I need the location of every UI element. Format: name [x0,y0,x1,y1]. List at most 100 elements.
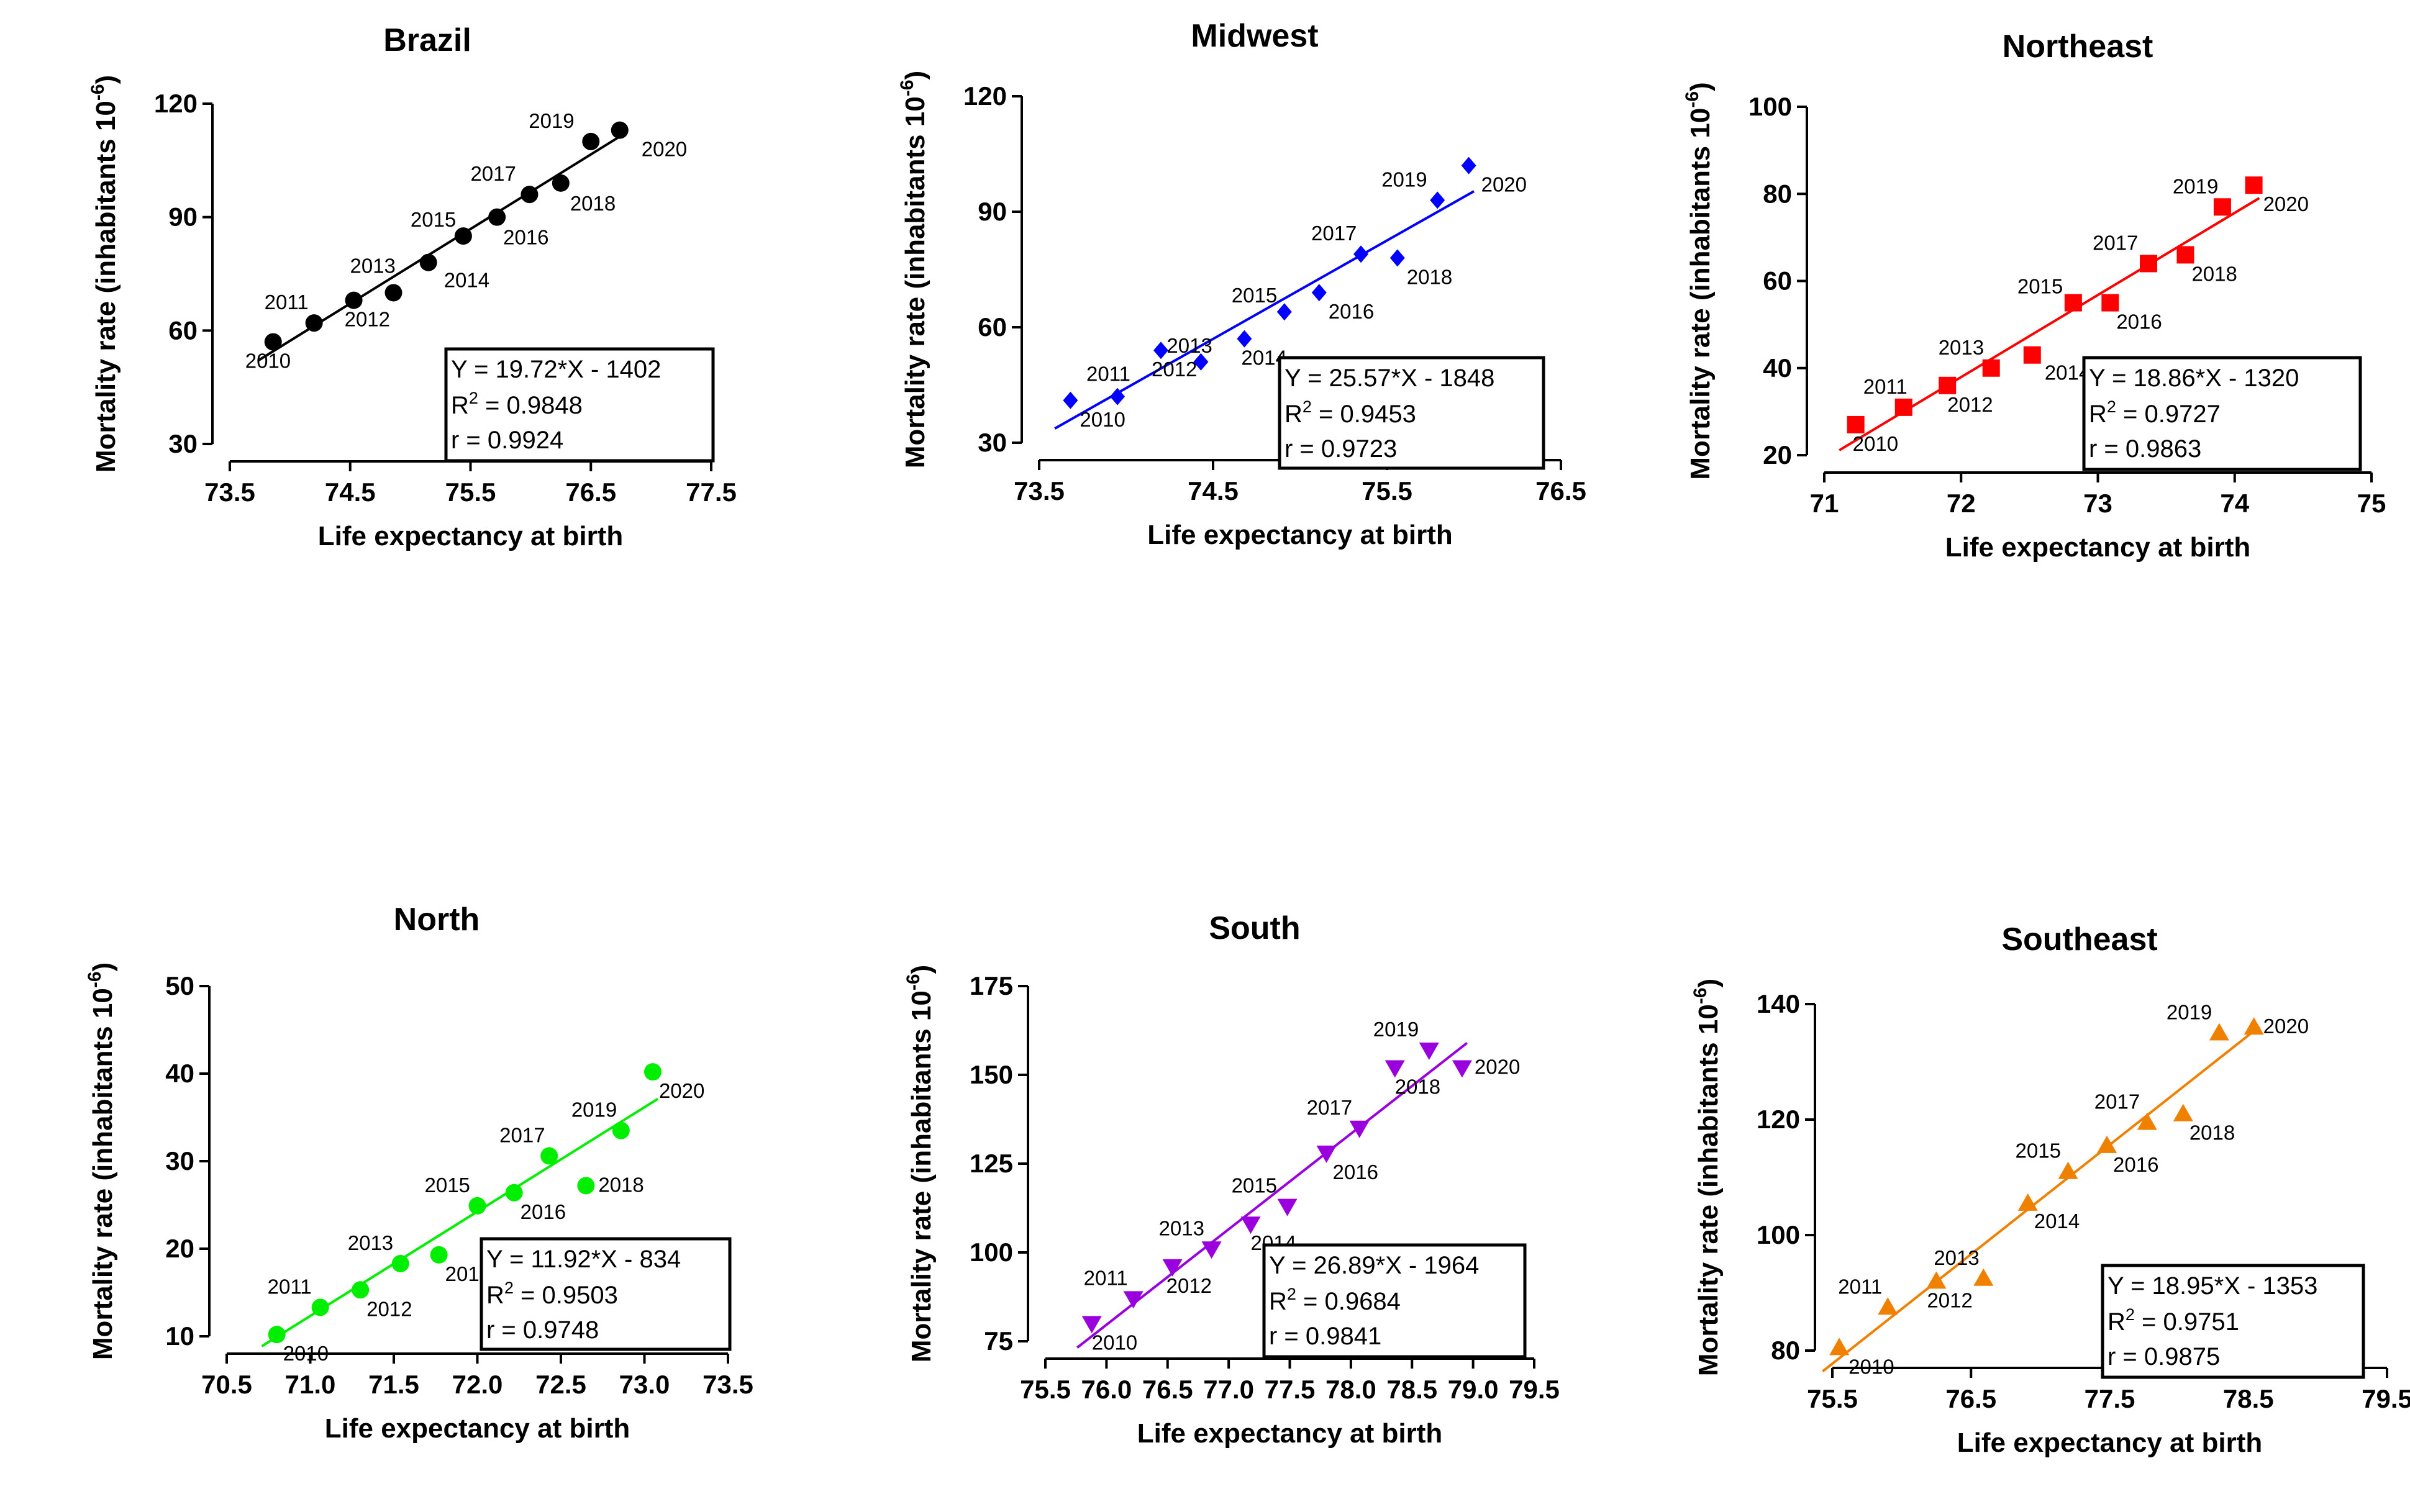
x-tick-label: 76.5 [1945,1384,1996,1413]
chart-title: Midwest [1191,18,1318,54]
data-point-2019 [1430,191,1445,209]
y-tick-label: 90 [168,202,198,232]
data-point-2014 [419,253,437,271]
point-label-2012: 2012 [345,308,390,331]
point-label-2015: 2015 [1232,1174,1277,1197]
x-tick-label: 71.0 [285,1370,336,1399]
point-label-2020: 2020 [2263,1015,2309,1038]
data-point-2014 [2023,346,2041,364]
point-label-2010: 2010 [1848,1355,1894,1378]
point-label-2017: 2017 [2094,1090,2140,1113]
data-point-2012 [1926,1271,1947,1289]
point-label-2018: 2018 [598,1173,643,1196]
y-axis-title: Mortality rate (inhabitants 10-6) [897,71,930,468]
correlation-line: r = 0.9841 [1269,1323,1381,1350]
y-tick-label: 90 [978,197,1007,226]
equation-box-border [2101,1264,2365,1379]
y-tick-label: 175 [970,971,1013,1000]
point-label-2010: 2010 [1092,1331,1137,1354]
x-tick-label: 70.5 [201,1370,252,1399]
x-tick-label: 73.0 [619,1370,670,1399]
point-label-2011: 2011 [1084,1266,1128,1289]
point-label-2017: 2017 [499,1124,545,1147]
data-point-2018 [577,1177,595,1195]
point-label-2016: 2016 [521,1200,566,1223]
data-point-2014 [430,1246,448,1264]
y-tick-label: 60 [1763,266,1792,296]
correlation-line: r = 0.9924 [451,427,563,454]
x-tick-label: 75.5 [1362,476,1412,505]
data-point-2019 [2213,198,2231,216]
y-axis-title: Mortality rate (inhabitants 10-6) [1690,979,1724,1376]
point-label-2017: 2017 [2093,231,2138,254]
x-tick-label: 74 [2220,489,2249,518]
data-point-2017 [1353,245,1368,263]
data-point-2020 [2244,1017,2264,1035]
data-point-2020 [1452,1060,1472,1078]
x-tick-label: 72 [1947,489,1976,518]
data-point-2010 [1063,391,1078,409]
y-tick-label: 125 [970,1149,1013,1178]
point-label-2019: 2019 [1373,1018,1419,1041]
y-tick-label: 50 [165,971,194,1000]
data-point-2016 [2101,294,2119,312]
point-label-2014: 2014 [2034,1210,2080,1233]
point-label-2011: 2011 [1863,375,1908,398]
point-label-2010: 2010 [1853,432,1898,455]
point-label-2017: 2017 [1311,222,1357,245]
point-label-2018: 2018 [570,192,616,215]
data-point-2010 [264,333,282,351]
data-point-2019 [1419,1042,1439,1060]
data-point-2018 [552,174,570,192]
data-point-2013 [384,284,402,302]
point-label-2011: 2011 [265,291,309,314]
y-tick-label: 120 [963,81,1007,111]
y-tick-label: 100 [970,1238,1013,1267]
point-label-2016: 2016 [1329,300,1374,323]
point-label-2015: 2015 [2017,275,2063,298]
x-tick-label: 71 [1810,489,1839,518]
x-tick-label: 77.0 [1203,1375,1254,1404]
data-point-2015 [2058,1161,2078,1179]
x-tick-label: 78.5 [1386,1375,1437,1404]
x-tick-label: 73.5 [703,1370,753,1399]
data-point-2010 [268,1326,286,1344]
r-squared-line: R2 = 0.9453 [1285,397,1416,428]
data-point-2020 [2245,176,2263,194]
r-squared-line: R2 = 0.9848 [451,389,583,419]
point-label-2017: 2017 [1307,1096,1352,1119]
data-point-2011 [1123,1291,1144,1309]
y-tick-label: 80 [1771,1336,1800,1365]
data-point-2014 [2017,1193,2038,1211]
data-point-2010 [1081,1316,1102,1334]
y-axis-title: Mortality rate (inhabitants 10-6) [88,75,121,473]
y-tick-label: 120 [1757,1105,1800,1134]
x-tick-label: 73 [2083,489,2112,518]
x-tick-label: 79.5 [1509,1375,1560,1404]
x-axis-title: Life expectancy at birth [318,521,623,551]
equation-box-border [1278,356,1545,470]
data-point-2013 [1193,353,1209,371]
data-point-2011 [1110,387,1125,405]
x-tick-label: 75.5 [1807,1384,1858,1413]
y-tick-label: 20 [165,1234,194,1263]
x-tick-label: 79.0 [1448,1375,1499,1404]
point-label-2016: 2016 [503,226,548,249]
y-tick-label: 60 [978,312,1007,342]
data-point-2014 [1237,330,1252,348]
data-point-2016 [2097,1135,2117,1153]
point-label-2012: 2012 [1947,393,1993,416]
panel-midwest: Midwest 30 60 90 120 73.5 74.5 75.5 76.5 Life exp… [897,18,1586,550]
equation-line: Y = 25.57*X - 1848 [1285,364,1494,392]
data-point-2011 [311,1298,329,1316]
equation-line: Y = 18.95*X - 1353 [2108,1272,2317,1300]
data-point-2019 [582,132,600,150]
x-tick-label: 71.5 [368,1370,419,1399]
data-point-2015 [454,227,472,245]
data-point-2017 [2139,255,2157,273]
x-tick-label: 75.5 [445,478,496,507]
data-point-2012 [1153,342,1168,360]
data-point-2012 [345,291,363,309]
y-tick-label: 40 [165,1059,194,1088]
data-point-2015 [1277,1198,1298,1216]
